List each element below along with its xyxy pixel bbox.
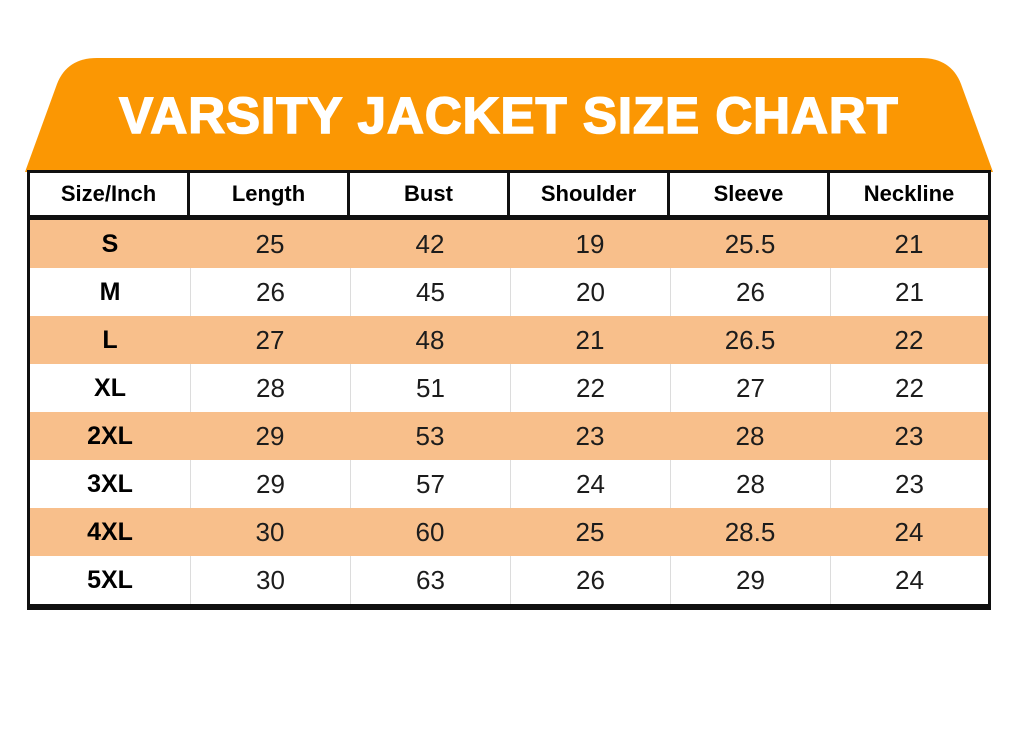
banner-shape	[25, 58, 993, 172]
size-label: XL	[94, 373, 126, 402]
table-row: L 27 48 21 26.5 22	[30, 316, 988, 364]
measurement-value: 29	[670, 556, 830, 604]
table-row: S 25 42 19 25.5 21	[30, 220, 988, 268]
measurement-value: 60	[415, 516, 445, 547]
measurement-value: 29	[255, 420, 285, 451]
measurement-value: 30	[190, 556, 350, 604]
measurement-value: 28	[670, 460, 830, 508]
measurement-value: 51	[350, 364, 510, 412]
measurement-value: 29	[190, 460, 350, 508]
size-label: 4XL	[87, 517, 133, 546]
measurement-value: 23	[894, 420, 924, 451]
column-header-size: Size/Inch	[30, 173, 190, 215]
measurement-value: 25	[575, 516, 605, 547]
measurement-value: 23	[830, 460, 988, 508]
measurement-value: 26	[190, 268, 350, 316]
size-label: 5XL	[87, 565, 133, 594]
measurement-value: 25.5	[724, 228, 776, 259]
size-table: Size/Inch Length Bust Shoulder Sleeve Ne…	[27, 170, 991, 610]
table-header-row: Size/Inch Length Bust Shoulder Sleeve Ne…	[30, 173, 988, 220]
measurement-value: 24	[894, 516, 924, 547]
size-label: S	[101, 229, 119, 258]
table-body: S 25 42 19 25.5 21 M 26 45 20 26 21 L 27 48 21 26.5 22 XL 2…	[30, 220, 988, 604]
measurement-value: 21	[894, 228, 924, 259]
title-banner: VARSITY JACKET SIZE CHART	[25, 58, 993, 172]
measurement-value: 63	[350, 556, 510, 604]
measurement-value: 30	[255, 516, 285, 547]
column-header-shoulder: Shoulder	[510, 173, 670, 215]
measurement-value: 22	[894, 324, 924, 355]
measurement-value: 28.5	[724, 516, 776, 547]
measurement-value: 22	[510, 364, 670, 412]
column-header-bust: Bust	[350, 173, 510, 215]
size-label: 3XL	[87, 469, 133, 498]
measurement-value: 48	[415, 324, 445, 355]
table-row: XL 28 51 22 27 22	[30, 364, 988, 412]
measurement-value: 28	[190, 364, 350, 412]
table-row: 2XL 29 53 23 28 23	[30, 412, 988, 460]
column-header-length: Length	[190, 173, 350, 215]
measurement-value: 24	[830, 556, 988, 604]
measurement-value: 23	[575, 420, 605, 451]
measurement-value: 20	[510, 268, 670, 316]
measurement-value: 21	[575, 324, 605, 355]
table-row: M 26 45 20 26 21	[30, 268, 988, 316]
size-label: M	[99, 277, 121, 306]
size-label: 2XL	[87, 421, 133, 450]
measurement-value: 26	[510, 556, 670, 604]
measurement-value: 19	[575, 228, 605, 259]
measurement-value: 26.5	[724, 324, 776, 355]
measurement-value: 57	[350, 460, 510, 508]
measurement-value: 26	[670, 268, 830, 316]
measurement-value: 24	[510, 460, 670, 508]
measurement-value: 22	[830, 364, 988, 412]
page-title: VARSITY JACKET SIZE CHART	[118, 87, 899, 144]
column-header-sleeve: Sleeve	[670, 173, 830, 215]
measurement-value: 45	[350, 268, 510, 316]
measurement-value: 27	[255, 324, 285, 355]
size-label: L	[102, 325, 118, 354]
measurement-value: 27	[670, 364, 830, 412]
column-header-neckline: Neckline	[863, 181, 955, 206]
measurement-value: 28	[735, 420, 765, 451]
measurement-value: 25	[255, 228, 285, 259]
table-row: 5XL 30 63 26 29 24	[30, 556, 988, 604]
measurement-value: 42	[415, 228, 445, 259]
measurement-value: 53	[415, 420, 445, 451]
measurement-value: 21	[830, 268, 988, 316]
table-row: 4XL 30 60 25 28.5 24	[30, 508, 988, 556]
table-row: 3XL 29 57 24 28 23	[30, 460, 988, 508]
